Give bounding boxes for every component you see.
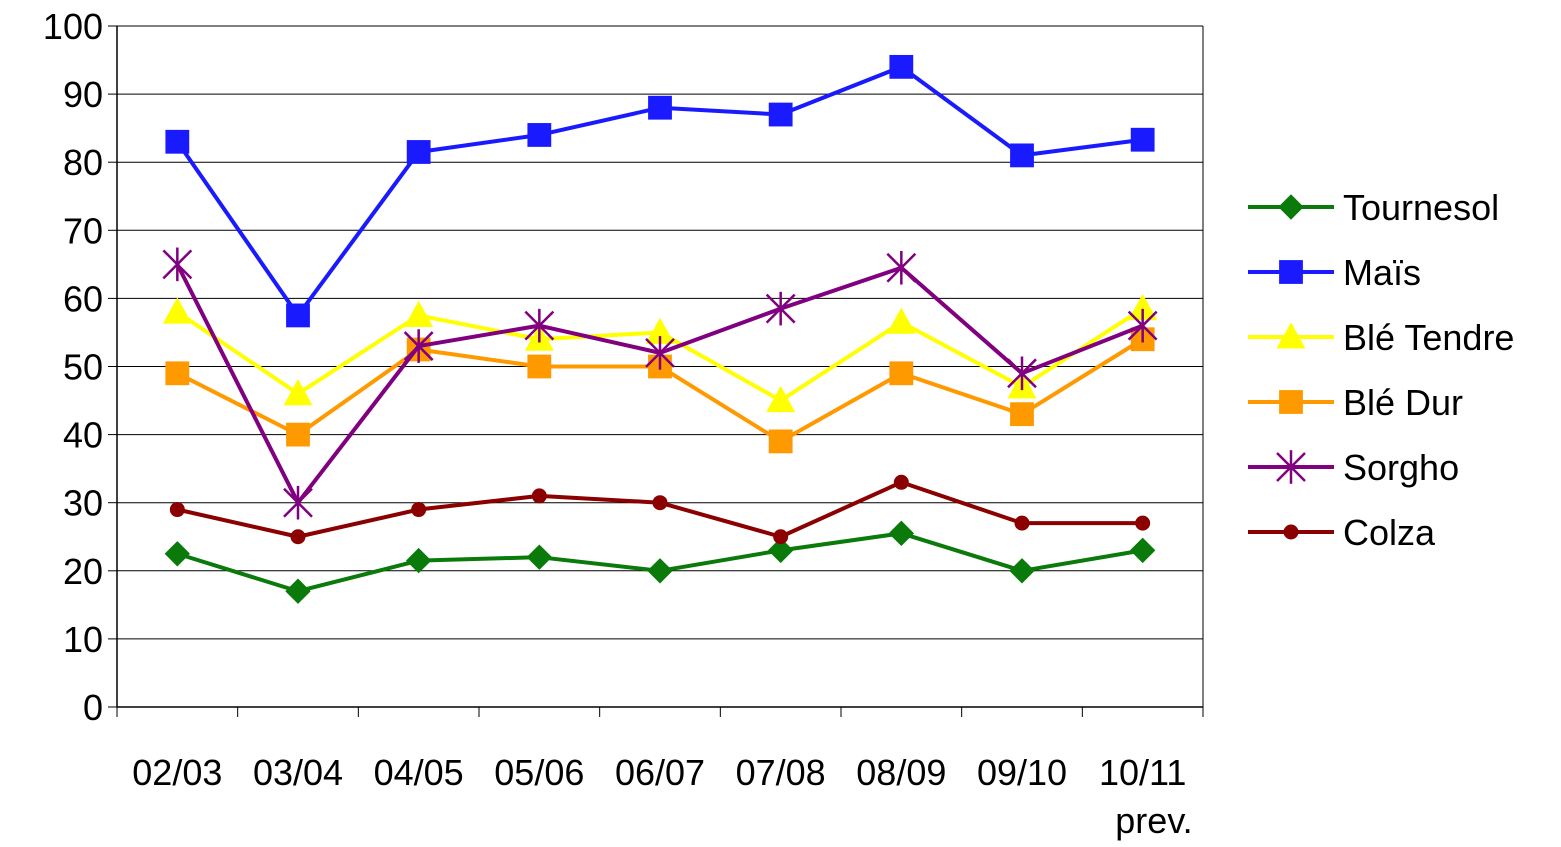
x-tick-label: 08/09 [856,752,946,793]
data-point [406,140,431,164]
data-point [1010,402,1034,427]
data-point [1129,537,1156,564]
data-point [411,502,427,518]
y-tick-label: 30 [63,483,103,524]
data-point [886,307,916,334]
data-point [767,537,794,564]
data-point [283,379,313,406]
x-tick-label: 04/05 [374,752,464,793]
data-point [765,291,796,326]
x-tick-label: 10/11 [1099,752,1186,793]
legend-marker [1278,194,1304,220]
legend-label: Tournesol [1343,187,1499,228]
legend: Tournesol Maïs Blé Tendre Blé Dur Sorgho Colz… [1248,187,1514,553]
data-point [1010,143,1034,168]
data-point [527,354,552,379]
data-point [889,361,914,386]
legend-label: Blé Dur [1343,382,1463,423]
data-point [652,495,668,511]
y-tick-label: 100 [43,6,103,47]
legend-marker [1283,524,1299,540]
legend-item: Tournesol [1248,187,1499,228]
legend-label: Sorgho [1343,447,1459,488]
legend-item: Sorgho [1248,447,1459,488]
legend-label: Maïs [1343,252,1421,293]
x-tick-label: 09/10 [977,752,1067,793]
data-point [164,541,191,567]
data-point [773,529,789,545]
data-point [290,529,306,545]
data-point [648,95,672,120]
data-point [1135,515,1151,531]
legend-item: Maïs [1248,252,1421,293]
x-tick-label: 05/06 [494,752,584,793]
y-tick-label: 20 [63,551,103,592]
series-1 [164,520,1156,604]
y-tick-label: 90 [63,74,103,115]
y-tick-label: 0 [83,687,103,728]
data-point [286,303,310,328]
data-point [1127,308,1158,343]
data-point [645,336,675,370]
data-point [165,361,190,386]
data-point [886,250,917,285]
y-tick-label: 60 [63,278,103,319]
legend-marker [1276,322,1306,349]
data-point [768,102,793,127]
data-point [286,422,310,447]
data-point [527,123,552,147]
data-point [169,502,185,518]
x-tick-label: 03/04 [253,752,343,793]
data-point [404,300,434,327]
series-6 [169,474,1151,545]
series-2 [165,54,1155,328]
data-point [768,429,793,454]
x-tick-label: 07/08 [736,752,826,793]
legend-marker [1279,260,1303,284]
legend-item: Colza [1248,512,1436,553]
data-point [893,474,909,490]
data-point [1007,356,1037,391]
data-point [1009,558,1035,584]
data-point [531,488,547,504]
data-point [283,485,313,520]
data-point [403,329,434,363]
data-point [647,558,673,584]
y-tick-label: 10 [63,619,103,660]
data-point [162,247,193,282]
data-point [526,544,553,570]
legend-item: Blé Dur [1248,382,1463,423]
series-group [162,54,1158,604]
y-tick-label: 50 [63,347,103,388]
y-tick-label: 80 [63,142,103,183]
data-point [889,54,914,79]
legend-label: Colza [1343,512,1436,553]
data-point [888,520,915,547]
x-tick-label: prev. [1115,800,1192,841]
data-point [524,308,555,343]
data-point [162,297,192,324]
y-tick-label: 70 [63,210,103,251]
series-line [175,263,1144,505]
legend-item: Blé Tendre [1248,317,1514,358]
data-point [1014,515,1030,531]
legend-label: Blé Tendre [1343,317,1514,358]
data-point [405,547,432,574]
data-point [766,385,796,413]
legend-marker [1279,390,1303,414]
y-tick-label: 40 [63,415,103,456]
data-point [165,129,190,154]
legend-marker [1276,450,1306,484]
data-point [1130,127,1155,152]
x-tick-label: 06/07 [615,752,705,793]
series-5 [162,247,1158,520]
x-tick-label: 02/03 [132,752,222,793]
data-point [285,578,311,604]
axes: 0 10 20 30 40 50 60 70 80 90 100 02/03 03/04 04/05 05/… [43,6,1204,841]
